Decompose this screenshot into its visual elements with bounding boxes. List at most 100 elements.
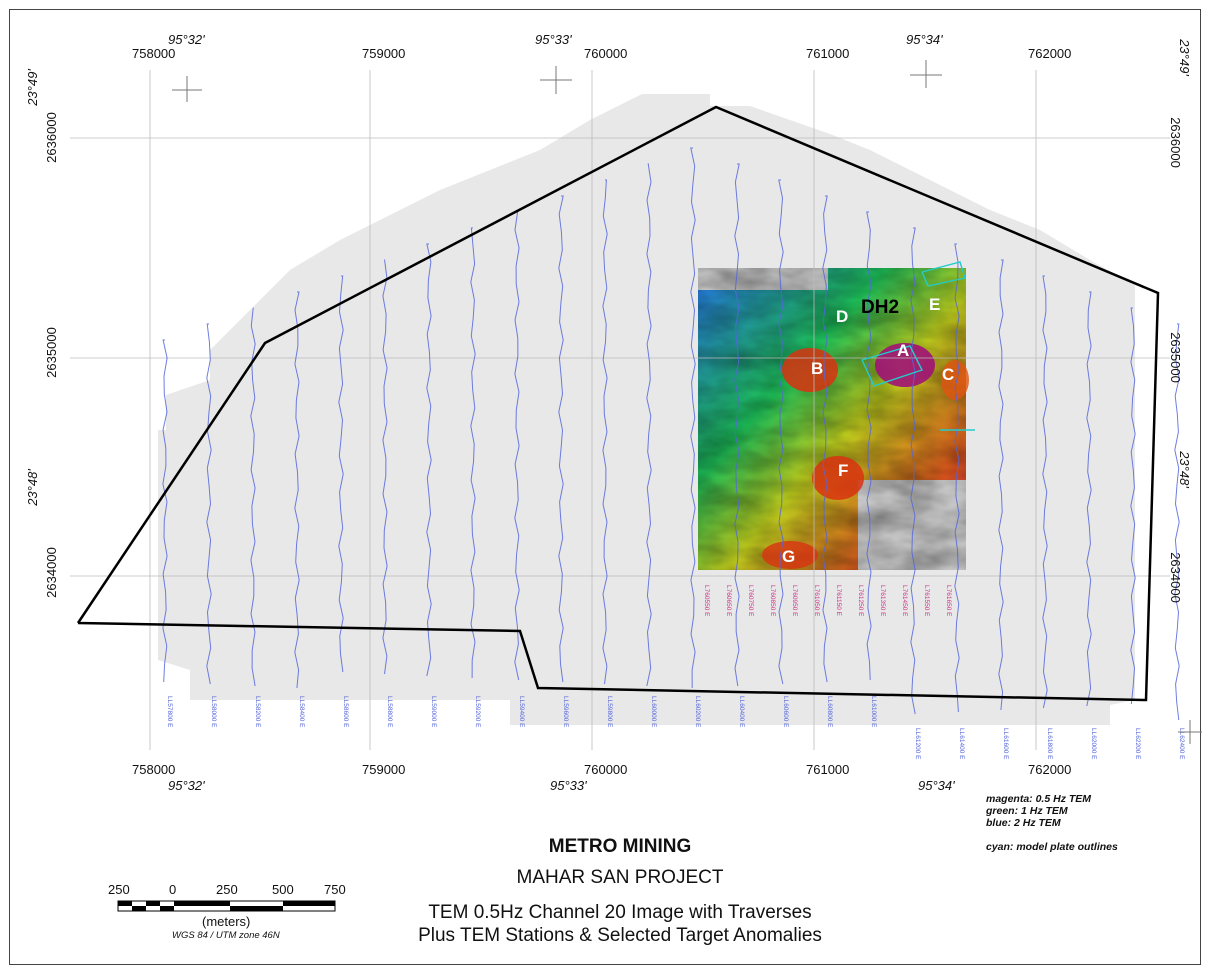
station-line-label: L761150 E (835, 585, 842, 617)
utm-grid (70, 70, 1170, 750)
traverse-label: LL61600 E (1002, 728, 1009, 760)
traverse-line (426, 243, 432, 677)
northing-label: 2634000 (43, 547, 59, 598)
traverse-line (646, 163, 652, 687)
traverse-line (338, 275, 344, 673)
traverse-line (734, 163, 740, 687)
traverse-line (382, 259, 388, 675)
traverse-label: LL58200 E (254, 696, 261, 728)
easting-label: 762000 (1028, 46, 1072, 61)
target-a-label: A (897, 341, 910, 360)
traverse-line (866, 211, 872, 681)
traverse-label: LL61200 E (914, 728, 921, 760)
map-canvas: LL57800 E LL58000 E LL58200 E LL58400 E LL58… (70, 60, 1202, 912)
traverse-label: LL60000 E (650, 696, 657, 728)
station-line-label: L760950 E (791, 585, 798, 617)
traverse-line (250, 307, 256, 687)
station-line-label: L761250 E (857, 585, 864, 617)
scale-bar (117, 900, 336, 912)
project-title: MAHAR SAN PROJECT (516, 867, 724, 888)
latitude-label: 23°49' (24, 69, 40, 106)
traverse-line (1042, 275, 1048, 709)
target-b-label: B (811, 359, 824, 378)
traverse-line (1086, 291, 1092, 707)
traverse-label: LL61000 E (870, 696, 877, 728)
longitude-label: 95°33' (535, 32, 572, 47)
traverse-label: LL59400 E (518, 696, 525, 728)
easting-label: 758000 (132, 46, 176, 61)
easting-label: 760000 (584, 762, 628, 777)
traverse-label: LL61800 E (1046, 728, 1053, 760)
longitude-label: 95°32' (168, 778, 205, 793)
graticule-crosses (172, 60, 1202, 744)
station-line-label: L761450 E (901, 585, 908, 617)
legend-blue: blue: 2 Hz TEM (986, 817, 1061, 829)
traverse-label: LL61400 E (958, 728, 965, 760)
station-line-label: L761050 E (813, 585, 820, 617)
legend-cyan: cyan: model plate outlines (986, 841, 1118, 853)
easting-label: 761000 (806, 46, 850, 61)
latitude-label: 23°48' (24, 469, 40, 506)
longitude-label: 95°34' (906, 32, 943, 47)
legend-green: green: 1 Hz TEM (986, 805, 1068, 817)
company-title: METRO MINING (548, 836, 692, 857)
traverse-line (470, 227, 476, 679)
traverse-label: LL60200 E (694, 696, 701, 728)
scale-label: 250 (108, 882, 130, 897)
traverse-line (822, 195, 828, 683)
northing-label: 2636000 (43, 112, 59, 163)
northing-label: 2635000 (1167, 332, 1183, 383)
map-frame: LL57800 E LL58000 E LL58200 E LL58400 E LL58… (9, 9, 1202, 965)
target-e-label: E (929, 295, 941, 314)
station-line-label: L760550 E (703, 585, 710, 617)
model-plate-outline (861, 261, 975, 431)
traverse-label: LL60600 E (782, 696, 789, 728)
easting-label: 761000 (806, 762, 850, 777)
traverse-line (294, 291, 300, 689)
latitude-label: 23°49' (1176, 39, 1192, 76)
tem-stations: L760550 E L760650 E L760750 E L760850 E L760… (703, 585, 952, 617)
traverse-line (206, 323, 212, 685)
easting-label: 758000 (132, 762, 176, 777)
traverse-line (954, 243, 960, 713)
tem-color-image (698, 268, 969, 570)
latitude-label: 23°48' (1176, 451, 1192, 488)
easting-label: 759000 (362, 46, 406, 61)
easting-label: 760000 (584, 46, 628, 61)
traverse-label: LL59000 E (430, 696, 437, 728)
project-boundary (76, 105, 1160, 702)
target-c-label: C (942, 365, 955, 384)
traverse-label: LL59800 E (606, 696, 613, 728)
traverse-line (514, 211, 520, 681)
datum-label: WGS 84 / UTM zone 46N (172, 930, 280, 941)
traverse-label: LL62000 E (1090, 728, 1097, 760)
scale-unit: (meters) (202, 914, 251, 929)
traverse-label: LL62400 E (1178, 728, 1185, 760)
station-line-label: L760850 E (769, 585, 776, 617)
scale-label: 500 (272, 882, 294, 897)
traverse-line (910, 227, 916, 715)
traverse-label: LL59200 E (474, 696, 481, 728)
traverse-label: LL58600 E (342, 696, 349, 728)
scale-label: 750 (324, 882, 346, 897)
station-line-label: L761350 E (879, 585, 886, 617)
traverse-label: LL60400 E (738, 696, 745, 728)
traverse-line (1174, 323, 1180, 721)
traverse-label: LL60800 E (826, 696, 833, 728)
scale-label: 250 (216, 882, 238, 897)
station-line-label: L760750 E (747, 585, 754, 617)
target-f-label: F (838, 461, 849, 480)
drillhole-label: DH2 (861, 297, 900, 318)
longitude-label: 95°34' (918, 778, 955, 793)
traverse-label: LL58800 E (386, 696, 393, 728)
station-line-label: L761550 E (923, 585, 930, 617)
traverse-line (998, 259, 1004, 711)
scale-label: 0 (169, 882, 177, 897)
station-line-label: L760650 E (725, 585, 732, 617)
northing-label: 2636000 (1167, 117, 1183, 168)
traverse-label: LL58000 E (210, 696, 217, 728)
longitude-label: 95°32' (168, 32, 205, 47)
traverse-label: LL58400 E (298, 696, 305, 728)
map-title-line2: Plus TEM Stations & Selected Target Anom… (418, 925, 822, 946)
traverse-line (602, 179, 608, 685)
